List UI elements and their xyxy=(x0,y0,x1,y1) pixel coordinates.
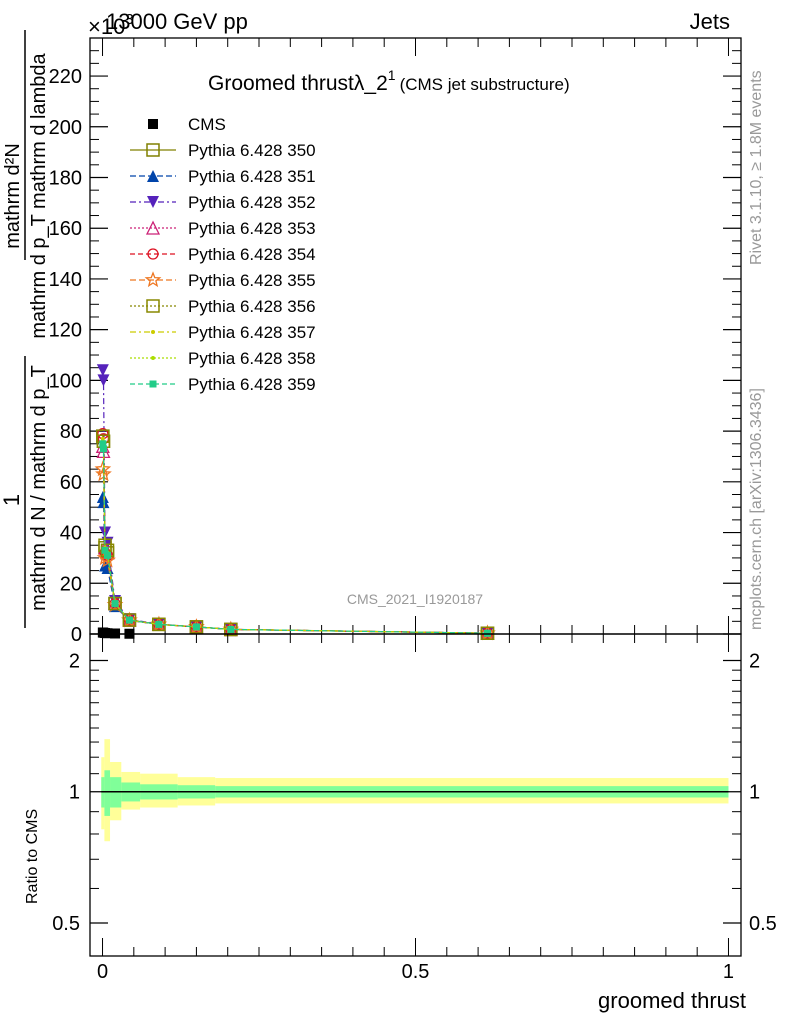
marker-filled-square-small xyxy=(483,629,491,637)
marker-filled-square-small xyxy=(149,380,157,388)
marker-open-star xyxy=(99,551,116,568)
data-point-cms xyxy=(102,628,113,639)
analysis-label: CMS_2021_I1920187 xyxy=(347,591,483,607)
y-tick-label: 80 xyxy=(60,421,82,443)
exponent-label: ×103 xyxy=(88,11,134,39)
marker-small-dot xyxy=(151,330,155,334)
ratio-y-tick-label: 0.5 xyxy=(52,913,80,935)
y-title-numerator-bottom: mathrm d²N xyxy=(2,143,24,249)
legend-label-4: Pythia 6.428 353 xyxy=(188,219,316,238)
y-title-numerator-top: 1 xyxy=(0,494,24,506)
x-tick-label: 0 xyxy=(97,961,108,983)
x-axis-title: groomed thrust xyxy=(598,988,746,1013)
main-y-axis-title: 1 mathrm d N / mathrm d p_T mathrm d²N m… xyxy=(0,30,50,628)
mcplots-label: mcplots.cern.ch [arXiv:1306.3436] xyxy=(748,388,765,630)
marker-open-triangle xyxy=(145,220,161,235)
marker-triangle-up xyxy=(97,496,110,509)
series-line-9 xyxy=(102,441,488,634)
marker-open-square xyxy=(480,626,495,640)
x-axis: 0 0.5 1 xyxy=(97,634,734,983)
marker-small-dot xyxy=(151,356,155,360)
marker-open-circle xyxy=(147,248,159,260)
marker-open-square xyxy=(146,299,160,313)
marker-open-square xyxy=(122,613,137,627)
marker-filled-square-small xyxy=(99,440,107,448)
legend-label-3: Pythia 6.428 352 xyxy=(188,193,316,212)
series-line-10 xyxy=(102,443,488,634)
ratio-y-tick-label: 2 xyxy=(69,650,80,672)
marker-triangle-up xyxy=(147,170,159,182)
y-tick-label: 40 xyxy=(60,523,82,545)
energy-label: 13000 GeV pp xyxy=(106,9,248,34)
y-tick-label: 20 xyxy=(60,573,82,595)
ratio-panel: 0.5 0.5 1 1 2 2 xyxy=(52,650,777,935)
marker-triangle-down xyxy=(97,374,110,387)
ratio-y-tick-label-right: 1 xyxy=(749,782,760,804)
y-title-denominator-bottom: mathrm d p_T mathrm d lambda xyxy=(28,52,50,338)
marker-filled-square-small xyxy=(104,551,112,559)
x-tick-label: 1 xyxy=(723,961,734,983)
marker-open-star xyxy=(94,460,112,477)
marker-open-star xyxy=(106,595,124,612)
marker-triangle-down xyxy=(147,196,159,208)
marker-filled-square-small xyxy=(227,625,235,633)
marker-triangle-down xyxy=(96,364,109,377)
marker-open-square xyxy=(108,596,122,611)
series-line-6 xyxy=(102,469,488,634)
y-tick-label: 140 xyxy=(49,269,82,291)
ratio-y-tick-label-right: 0.5 xyxy=(749,913,777,935)
ratio-band-inner xyxy=(104,770,111,816)
marker-filled-square-small xyxy=(99,445,107,453)
main-panel: 0 20 40 60 80 100 120 140 160 180 200 220 xyxy=(49,37,741,646)
series-line-2 xyxy=(102,496,488,634)
legend-label-8: Pythia 6.428 357 xyxy=(188,323,316,342)
legend-label-9: Pythia 6.428 358 xyxy=(188,349,316,368)
marker-filled-square-small xyxy=(125,616,133,624)
y-tick-label: 0 xyxy=(71,624,82,646)
chart-title: Groomed thrustλ_21 (CMS jet substructure) xyxy=(208,67,570,95)
marker-filled-square-small xyxy=(192,623,200,631)
legend-marker-cms xyxy=(148,119,158,129)
y-tick-label: 220 xyxy=(49,66,82,88)
y-tick-label: 160 xyxy=(49,218,82,240)
marker-open-star xyxy=(144,271,162,288)
legend-label-1: Pythia 6.428 350 xyxy=(188,141,316,160)
legend-label-cms: CMS xyxy=(188,115,226,134)
ratio-y-tick-label-right: 2 xyxy=(749,650,760,672)
legend-label-5: Pythia 6.428 354 xyxy=(188,245,316,264)
y-title-denominator-top: mathrm d N / mathrm d p_T xyxy=(28,365,50,611)
marker-filled-square-small xyxy=(111,600,119,608)
legend-label-6: Pythia 6.428 355 xyxy=(188,271,316,290)
y-tick-label: 120 xyxy=(49,320,82,342)
marker-filled-square-small xyxy=(155,620,163,628)
legend-label-10: Pythia 6.428 359 xyxy=(188,375,316,394)
rivet-label: Rivet 3.1.10, ≥ 1.8M events xyxy=(748,70,765,265)
ratio-y-title: Ratio to CMS xyxy=(24,809,41,904)
category-label: Jets xyxy=(690,9,730,34)
marker-open-square xyxy=(146,143,160,157)
legend-label-7: Pythia 6.428 356 xyxy=(188,297,316,316)
x-tick-label: 0.5 xyxy=(402,961,430,983)
marker-triangle-up xyxy=(96,491,109,504)
ratio-y-tick-label: 1 xyxy=(69,782,80,804)
y-tick-label: 100 xyxy=(49,370,82,392)
legend: CMS Pythia 6.428 350 Pythia 6.428 351 Pythi… xyxy=(130,115,316,394)
legend-label-2: Pythia 6.428 351 xyxy=(188,167,316,186)
y-tick-label: 60 xyxy=(60,472,82,494)
y-tick-label: 180 xyxy=(49,167,82,189)
y-tick-label: 200 xyxy=(49,117,82,139)
marker-filled-square-small xyxy=(101,546,109,554)
